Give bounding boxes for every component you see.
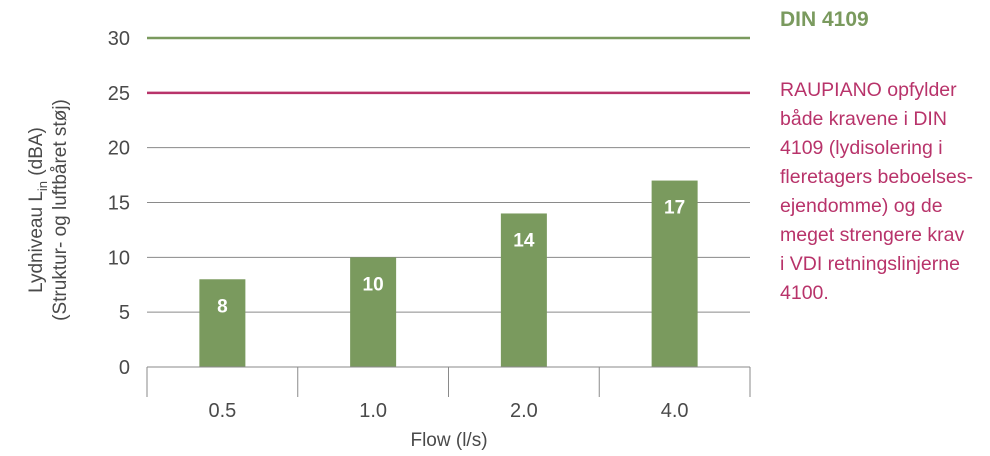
x-tick-label: 2.0 <box>510 400 538 422</box>
y-tick-label: 30 <box>108 28 130 50</box>
reference-lines <box>147 36 750 95</box>
bars <box>199 180 698 367</box>
bar-data-label: 10 <box>363 274 384 295</box>
bar-data-label: 8 <box>217 296 228 317</box>
y-axis-title-line1-suffix: (dBA) <box>26 127 47 181</box>
x-tick-label: 0.5 <box>208 400 236 422</box>
bar-data-label: 17 <box>664 198 685 219</box>
raupiano-annotation-line: fleretagers beboelses- <box>780 166 973 188</box>
svg-text:Lydniveau Lin (dBA): Lydniveau Lin (dBA) <box>26 127 50 293</box>
bar <box>199 279 246 367</box>
y-tick-label: 5 <box>119 302 130 324</box>
y-axis-title-line2: (Struktur- og luftbåret støj) <box>50 99 71 321</box>
y-tick-label: 10 <box>108 247 130 269</box>
x-tick-labels: 0.5 1.0 2.0 4.0 <box>208 400 688 422</box>
din-4109-label: DIN 4109 <box>780 8 869 31</box>
y-tick-labels: 0 5 10 15 20 25 30 <box>108 28 130 379</box>
y-tick-label: 15 <box>108 193 130 215</box>
bar <box>651 180 698 367</box>
y-axis-title-subscript: in <box>35 181 50 191</box>
raupiano-annotation-line: både kravene i DIN <box>780 108 947 130</box>
y-axis-title-line1-prefix: Lydniveau L <box>26 191 47 293</box>
gridlines <box>147 147 750 313</box>
x-axis <box>146 366 751 397</box>
x-tick-label: 1.0 <box>359 400 387 422</box>
raupiano-annotation-line: RAUPIANO opfylder <box>780 79 957 101</box>
x-tick-label: 4.0 <box>661 400 689 422</box>
data-labels: 8 10 14 17 <box>217 198 685 318</box>
raupiano-annotation: RAUPIANO opfylder både kravene i DIN 4109 … <box>780 76 985 308</box>
raupiano-annotation-line: 4100. <box>780 282 829 304</box>
y-axis-title: Lydniveau Lin (dBA) (Struktur- og luftbå… <box>26 99 71 321</box>
raupiano-annotation-line: i VDI retningslinjerne <box>780 253 960 275</box>
y-tick-label: 20 <box>108 138 130 160</box>
x-axis-title: Flow (l/s) <box>410 430 487 451</box>
bar <box>350 257 397 367</box>
bar <box>500 213 547 367</box>
raupiano-annotation-line: meget strengere krav <box>780 224 965 246</box>
raupiano-annotation-line: ejendomme) og de <box>780 195 943 217</box>
raupiano-annotation-line: 4109 (lydisolering i <box>780 137 943 159</box>
y-tick-label: 25 <box>108 83 130 105</box>
bar-data-label: 14 <box>513 230 535 251</box>
y-tick-label: 0 <box>119 357 130 379</box>
